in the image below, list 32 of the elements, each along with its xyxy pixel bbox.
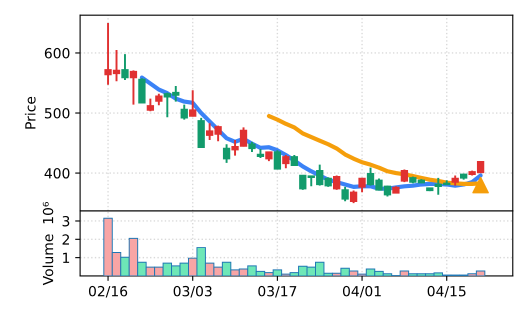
x-tick-label: 04/01	[342, 286, 381, 298]
candlestick	[180, 104, 188, 121]
y-tick-label: 400	[44, 168, 70, 179]
y-axis-title: Price	[24, 96, 36, 129]
x-tick-label: 03/03	[174, 286, 212, 298]
candlestick	[222, 143, 230, 164]
candlestick	[248, 140, 256, 154]
y-tick-label: 1	[63, 252, 70, 263]
candlestick	[274, 149, 282, 170]
y-tick-label: 2	[62, 234, 69, 245]
candlestick	[350, 190, 358, 204]
candlestick	[130, 69, 138, 106]
x-tick-label: 02/16	[88, 286, 128, 298]
y-tick-label: 500	[44, 108, 70, 118]
candlestick	[282, 154, 290, 170]
candlestick	[155, 92, 163, 106]
candlestick	[121, 53, 129, 81]
candlestick	[138, 77, 146, 104]
candlestick	[290, 154, 298, 167]
y-tick-label: 3	[62, 216, 70, 226]
candlestick	[400, 168, 408, 184]
candlestick	[358, 176, 366, 194]
candlestick	[189, 89, 196, 118]
candlestick	[333, 174, 340, 191]
candlestick	[146, 98, 154, 112]
y-axis-title: Volume 10⁶	[42, 202, 54, 286]
candlestick	[452, 174, 459, 187]
candlestick	[341, 186, 349, 202]
candlestick	[256, 148, 264, 160]
y-tick-label: 600	[44, 48, 70, 58]
x-tick-label: 03/17	[258, 286, 296, 298]
x-tick-label: 04/15	[428, 286, 466, 298]
